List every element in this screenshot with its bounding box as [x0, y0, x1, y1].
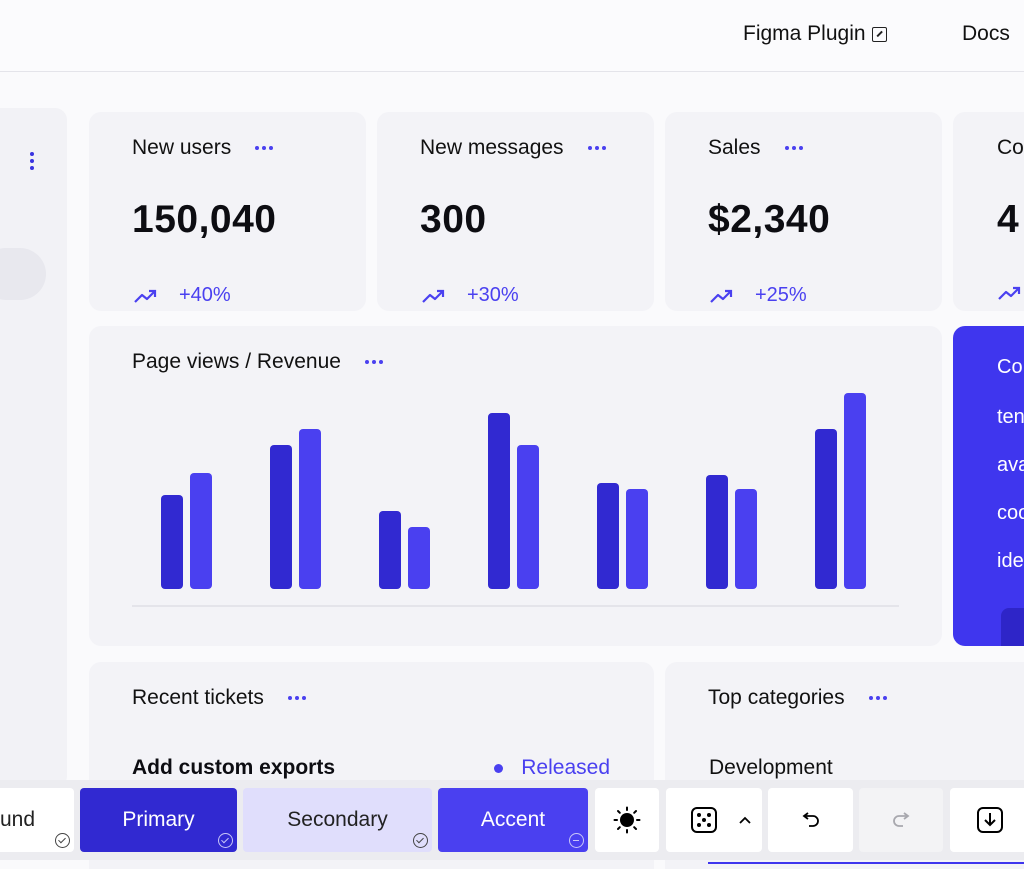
stat-change: +30% [467, 284, 519, 306]
undo-icon [802, 812, 819, 827]
theme-toolbar: und Primary Secondary Accent [0, 780, 1024, 860]
stat-title: New users [132, 136, 232, 159]
secondary-label: Secondary [287, 808, 388, 831]
background-color-button[interactable]: und [0, 788, 74, 852]
stat-value: 300 [420, 198, 487, 241]
background-label: und [0, 808, 36, 831]
more-icon[interactable] [255, 143, 274, 153]
bar-series-2-group-2 [299, 429, 321, 589]
promo-button[interactable] [1001, 608, 1024, 646]
docs-label: Docs [962, 22, 1010, 45]
stat-card-sales: Sales $2,340 +25% [665, 112, 942, 311]
trend-up-icon [134, 289, 157, 303]
ticket-title: Add custom exports [132, 756, 336, 779]
top-bar: Figma Plugin Docs [0, 0, 1024, 72]
bar-series-2-group-1 [190, 473, 212, 589]
chart-title: Page views / Revenue [132, 350, 341, 373]
bar-series-2-group-3 [408, 527, 430, 589]
stat-title: Co [997, 136, 1024, 159]
promo-line: ava [997, 454, 1024, 476]
page-views-revenue-card: Page views / Revenue [89, 326, 942, 646]
check-circle-icon [55, 833, 70, 848]
download-icon [977, 807, 1003, 833]
tab-underline [708, 862, 1024, 864]
check-circle-icon [218, 833, 233, 848]
external-link-icon [871, 26, 887, 42]
stat-change: +40% [179, 284, 231, 306]
bar-series-1-group-4 [488, 413, 510, 589]
theme-toggle-button[interactable] [595, 788, 659, 852]
more-icon[interactable] [587, 143, 606, 153]
ticket-row[interactable]: Add custom exports Released [132, 756, 610, 784]
bar-series-1-group-2 [270, 445, 292, 589]
more-vertical-icon[interactable] [30, 152, 34, 170]
sidebar-panel [0, 108, 67, 788]
primary-color-button[interactable]: Primary [80, 788, 237, 852]
tickets-title: Recent tickets [132, 686, 264, 709]
category-item: Development [709, 756, 833, 779]
download-button[interactable] [950, 788, 1024, 852]
sidebar-item[interactable] [0, 248, 46, 300]
bar-series-2-group-4 [517, 445, 539, 589]
ticket-status-label: Released [521, 756, 610, 779]
status-dot-icon [494, 763, 504, 773]
stat-value: 4 [997, 198, 1020, 241]
bar-series-1-group-1 [161, 495, 183, 589]
undo-button[interactable] [768, 788, 853, 852]
sun-icon [613, 806, 641, 834]
bar-chart [132, 393, 899, 607]
promo-line: ten [997, 406, 1024, 428]
figma-plugin-link[interactable]: Figma Plugin [743, 22, 887, 46]
redo-icon [893, 812, 910, 827]
accent-label: Accent [480, 808, 546, 831]
promo-card: Co ten ava coo ide [953, 326, 1024, 646]
minus-circle-icon [569, 833, 584, 848]
accent-color-button[interactable]: Accent [438, 788, 588, 852]
check-circle-icon [413, 833, 428, 848]
stat-title: New messages [420, 136, 564, 159]
primary-label: Primary [122, 808, 195, 831]
bar-series-1-group-3 [379, 511, 401, 589]
status-badge: Released [494, 756, 610, 780]
bar-series-2-group-5 [626, 489, 648, 589]
promo-line: Co [997, 356, 1023, 378]
promo-line: coo [997, 502, 1024, 524]
dice-icon [691, 807, 717, 833]
trend-up-icon [998, 286, 1021, 300]
randomize-button[interactable] [666, 788, 762, 852]
bar-series-1-group-7 [815, 429, 837, 589]
docs-link[interactable]: Docs [962, 22, 1010, 46]
secondary-color-button[interactable]: Secondary [243, 788, 432, 852]
stat-card-partial: Co 4 [953, 112, 1024, 311]
redo-button[interactable] [859, 788, 943, 852]
stat-change: +25% [755, 284, 807, 306]
figma-plugin-label: Figma Plugin [743, 22, 866, 45]
more-icon[interactable] [364, 357, 383, 367]
stat-card-new-users: New users 150,040 +40% [89, 112, 366, 311]
bar-series-2-group-7 [844, 393, 866, 589]
bar-series-1-group-5 [597, 483, 619, 589]
stat-card-new-messages: New messages 300 +30% [377, 112, 654, 311]
stat-title: Sales [708, 136, 761, 159]
categories-title: Top categories [708, 686, 845, 709]
bar-series-2-group-6 [735, 489, 757, 589]
more-icon[interactable] [287, 693, 306, 703]
chevron-up-icon[interactable] [738, 815, 752, 825]
trend-up-icon [710, 289, 733, 303]
more-icon[interactable] [784, 143, 803, 153]
trend-up-icon [422, 289, 445, 303]
promo-line: ide [997, 550, 1024, 572]
stat-value: 150,040 [132, 198, 277, 241]
stat-value: $2,340 [708, 198, 831, 241]
bar-series-1-group-6 [706, 475, 728, 589]
more-icon[interactable] [868, 693, 887, 703]
